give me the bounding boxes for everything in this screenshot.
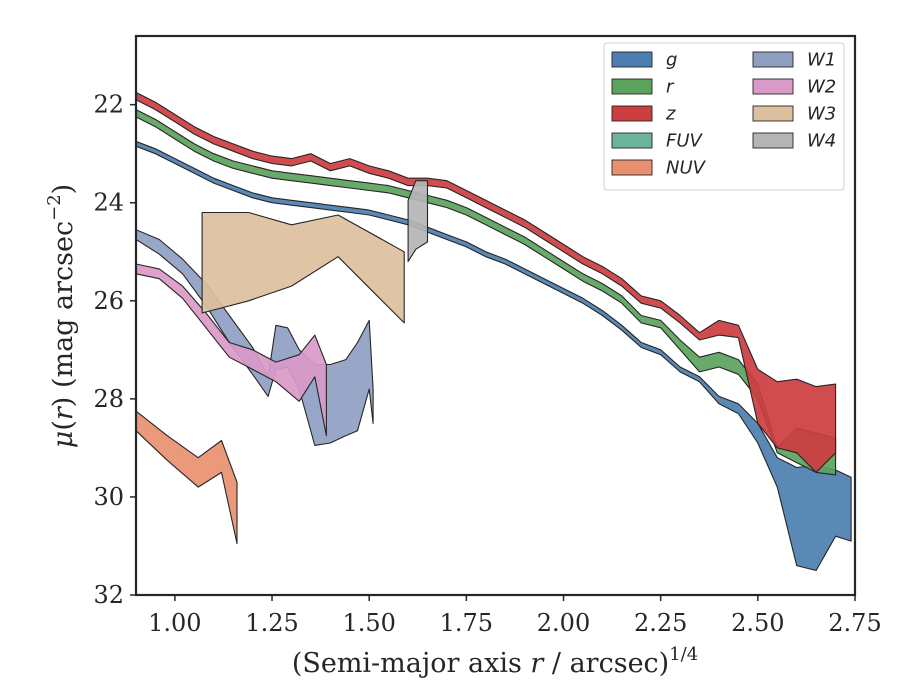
- legend-swatch-r: [611, 78, 653, 95]
- legend-swatch-nuv: [611, 159, 653, 176]
- band-r: [136, 109, 837, 476]
- series-layer: [136, 91, 852, 572]
- y-tick-label: 30: [93, 483, 124, 511]
- legend-swatch-w3: [752, 105, 794, 122]
- x-tick-label: 1.50: [342, 609, 395, 637]
- band-w3: [201, 211, 405, 324]
- legend-swatch-w4: [752, 132, 794, 149]
- plot-frame: [134, 34, 857, 597]
- band-z: [136, 91, 837, 473]
- legend-swatch-z: [611, 105, 653, 122]
- x-axis-title: (Semi-major axis r / arcsec)1/4: [292, 644, 698, 679]
- band-w2: [136, 263, 327, 437]
- legend-label-z: z: [665, 104, 676, 125]
- y-tick-label: 24: [93, 189, 124, 217]
- legend: grz FUV NUV W1 W2 W3 W4: [603, 42, 845, 191]
- x-tick-label: 2.00: [537, 609, 590, 637]
- y-axis-title: μ(r) (mag arcsec−2): [44, 184, 79, 448]
- x-tick-label: 2.75: [828, 609, 881, 637]
- x-tick-label: 1.75: [440, 609, 493, 637]
- x-axis: 1.00 1.25 1.50 1.75 2.00 2.25 2.50 2.75: [148, 595, 882, 637]
- x-tick-label: 1.25: [245, 609, 298, 637]
- legend-swatch-g: [611, 51, 653, 68]
- x-tick-label: 2.50: [731, 609, 784, 637]
- y-tick-label: 22: [93, 91, 124, 119]
- band-g: [136, 140, 852, 572]
- y-tick-label: 32: [93, 581, 124, 609]
- legend-label-w2: W2: [807, 77, 836, 98]
- legend-label-r: r: [666, 77, 675, 98]
- legend-label-fuv: FUV: [666, 131, 704, 152]
- y-tick-label: 26: [93, 287, 124, 315]
- y-axis: 22 24 26 28 30 32: [93, 91, 136, 609]
- legend-label-w1: W1: [807, 50, 836, 71]
- y-tick-label: 28: [93, 385, 124, 413]
- legend-swatch-w2: [752, 78, 794, 95]
- legend-label-w4: W4: [807, 131, 836, 152]
- band-w4: [407, 180, 429, 263]
- x-tick-label: 2.25: [634, 609, 687, 637]
- legend-swatch-w1: [752, 51, 794, 68]
- band-nuv: [136, 410, 238, 545]
- legend-label-g: g: [666, 50, 677, 71]
- x-tick-label: 1.00: [148, 609, 201, 637]
- legend-swatch-fuv: [611, 132, 653, 149]
- legend-label-w3: W3: [807, 104, 836, 125]
- legend-label-nuv: NUV: [666, 158, 707, 179]
